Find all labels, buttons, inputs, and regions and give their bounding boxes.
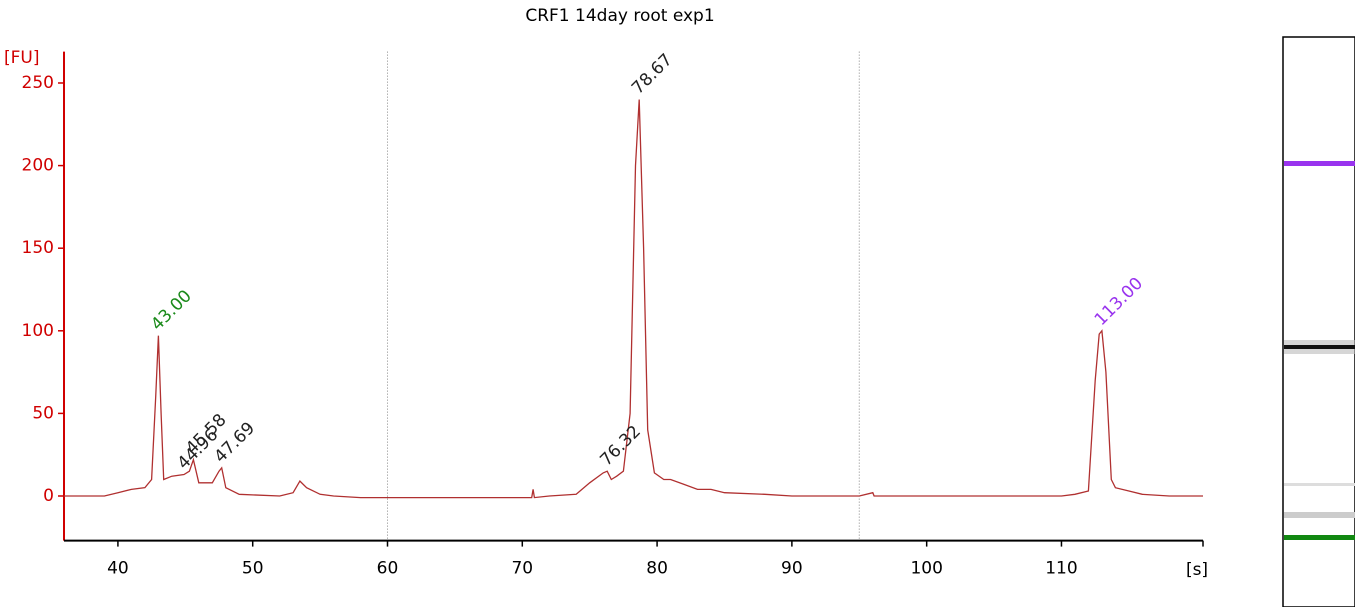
x-tick-label: 70 [511, 559, 533, 579]
y-tick-label: 50 [32, 403, 54, 423]
trace [64, 99, 1203, 499]
x-tick-label: 100 [910, 559, 942, 579]
y-tick-label: 100 [22, 321, 54, 341]
peak-label: 76.32 [596, 422, 645, 471]
peak-label: 43.00 [147, 286, 196, 335]
gel-band [1284, 345, 1355, 349]
x-tick-label: 60 [377, 559, 399, 579]
x-tick-label: 90 [781, 559, 803, 579]
peak-label: 113.00 [1091, 274, 1147, 330]
gel-band [1284, 161, 1355, 166]
gel-band [1284, 483, 1355, 486]
x-axis-label: [s] [1186, 560, 1208, 580]
y-tick-label: 250 [22, 73, 54, 93]
y-tick-label: 0 [43, 486, 54, 506]
x-tick-label: 50 [242, 559, 264, 579]
gel-frame [1282, 36, 1355, 607]
peak-label: 78.67 [628, 50, 677, 99]
x-tick-label: 80 [646, 559, 668, 579]
gel-band [1284, 512, 1355, 518]
y-tick-label: 150 [22, 238, 54, 258]
y-axis-label: [FU] [4, 48, 40, 68]
gel-band [1284, 535, 1355, 540]
gel-lane [1282, 36, 1355, 607]
x-tick-label: 40 [107, 559, 129, 579]
chart-title: CRF1 14day root exp1 [525, 6, 714, 26]
y-tick-label: 200 [22, 156, 54, 176]
x-tick-label: 110 [1045, 559, 1077, 579]
